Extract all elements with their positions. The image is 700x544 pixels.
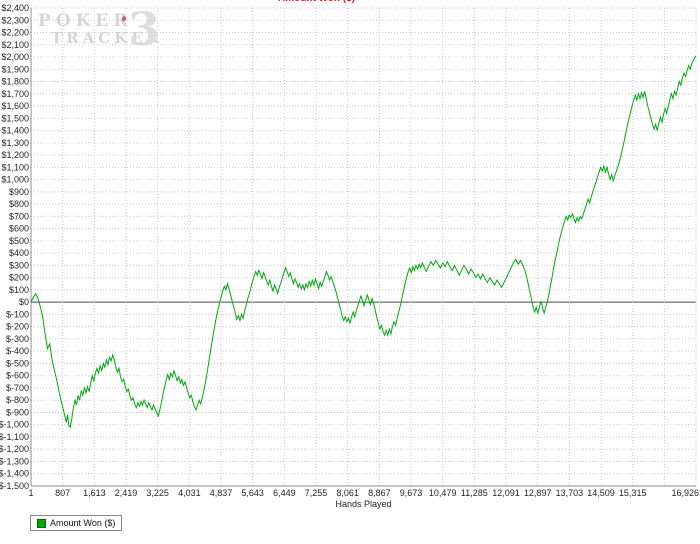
y-tick-label: $-1,200: [0, 444, 29, 454]
x-tick-label: 15,315: [619, 488, 647, 498]
y-tick-label: $0: [19, 297, 29, 307]
equity-curve-chart: $-1,500 $-1,400 $-1,300 $-1,200 $-1,100 $-1,0…: [0, 3, 699, 498]
y-tick-label: $-1,400: [0, 469, 29, 479]
y-tick-label: $2,200: [1, 28, 29, 38]
x-tick-label: 13,703: [556, 488, 584, 498]
y-tick-label: $1,000: [1, 175, 29, 185]
y-tick-label: $-800: [6, 395, 29, 405]
y-tick-label: $-1,300: [0, 456, 29, 466]
y-tick-label: $-600: [6, 371, 29, 381]
x-axis-title: Hands Played: [335, 499, 392, 509]
y-tick-label: $1,600: [1, 101, 29, 111]
x-tick-label: 4,837: [210, 488, 233, 498]
y-tick-label: $-500: [6, 358, 29, 368]
y-tick-label: $-400: [6, 346, 29, 356]
y-tick-label: $1,400: [1, 126, 29, 136]
graph-title-clipped: Amount Won ($): [278, 0, 355, 4]
x-tick-label: 8,867: [368, 488, 391, 498]
y-tick-label: $-700: [6, 383, 29, 393]
y-tick-label: $-100: [6, 309, 29, 319]
y-tick-label: $200: [9, 273, 29, 283]
y-tick-label: $400: [9, 248, 29, 258]
y-tick-label: $2,100: [1, 40, 29, 50]
watermark-word-poker: POKER: [38, 11, 133, 31]
y-tick-label: $2,000: [1, 52, 29, 62]
x-tick-label: 9,673: [400, 488, 423, 498]
y-tick-label: $-1,500: [0, 481, 29, 491]
y-tick-label: $1,700: [1, 89, 29, 99]
y-tick-label: $2,400: [1, 3, 29, 13]
series-line-amount-won: [30, 55, 697, 429]
y-tick-label: $-900: [6, 407, 29, 417]
x-tick-label: 16,926: [671, 488, 699, 498]
x-tick-label: 14,509: [587, 488, 615, 498]
legend-label: Amount Won ($): [50, 518, 116, 528]
x-tick-label: 4,031: [178, 488, 201, 498]
y-tick-label: $-1,000: [0, 420, 29, 430]
x-tick-label: 1,613: [83, 488, 106, 498]
y-tick-label: $2,300: [1, 15, 29, 25]
y-tick-label: $300: [9, 260, 29, 270]
x-tick-label: 2,419: [115, 488, 138, 498]
y-tick-label: $600: [9, 224, 29, 234]
x-tick-label: 3,225: [146, 488, 169, 498]
x-tick-label: 10,479: [429, 488, 457, 498]
y-tick-label: $100: [9, 285, 29, 295]
y-tick-label: $1,100: [1, 162, 29, 172]
x-tick-label: 5,643: [241, 488, 264, 498]
y-tick-label: $-300: [6, 334, 29, 344]
x-tick-label: 807: [55, 488, 70, 498]
y-tick-label: $1,800: [1, 77, 29, 87]
y-tick-label: $1,900: [1, 64, 29, 74]
x-tick-label: 7,255: [305, 488, 328, 498]
x-tick-label: 11,285: [461, 488, 488, 498]
y-tick-label: $-200: [6, 322, 29, 332]
legend-swatch-amount-won: [37, 518, 46, 528]
y-tick-label: $1,300: [1, 138, 29, 148]
y-tick-label: $900: [9, 187, 29, 197]
y-tick-label: $-1,100: [0, 432, 29, 442]
y-tick-label: $1,500: [1, 113, 29, 123]
x-tick-label: 12,897: [524, 488, 552, 498]
x-tick-label: 1: [28, 488, 33, 498]
legend-box: Amount Won ($): [30, 515, 123, 531]
x-tick-label: 12,091: [492, 488, 520, 498]
y-tick-label: $500: [9, 236, 29, 246]
x-tick-label: 6,449: [273, 488, 296, 498]
watermark-word-tracker: TRACKER: [51, 29, 164, 47]
y-tick-label: $1,200: [1, 150, 29, 160]
y-tick-label: $700: [9, 211, 29, 221]
x-tick-label: 8,061: [336, 488, 359, 498]
y-tick-label: $800: [9, 199, 29, 209]
